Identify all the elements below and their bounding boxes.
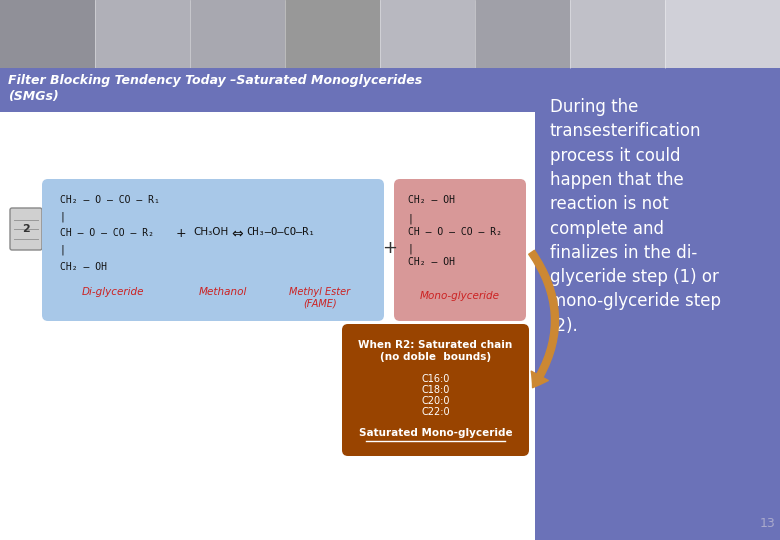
FancyBboxPatch shape (190, 0, 285, 68)
Text: C22:0: C22:0 (421, 407, 450, 417)
FancyBboxPatch shape (42, 179, 384, 321)
FancyBboxPatch shape (535, 68, 780, 540)
Text: Filter Blocking Tendency Today –Saturated Monoglycerides: Filter Blocking Tendency Today –Saturate… (8, 74, 422, 87)
Text: |: | (408, 213, 414, 224)
Text: Di-glyceride: Di-glyceride (82, 287, 144, 297)
Text: Mono-glyceride: Mono-glyceride (420, 291, 500, 301)
FancyArrowPatch shape (529, 251, 558, 388)
Text: During the
transesterification
process it could
happen that the
reaction is not
: During the transesterification process i… (550, 98, 721, 335)
Text: CH₃–O–CO–R₁: CH₃–O–CO–R₁ (246, 227, 315, 237)
Text: CH – O – CO – R₂: CH – O – CO – R₂ (408, 227, 502, 237)
Text: CH₂ – OH: CH₂ – OH (408, 257, 455, 267)
Text: Methyl Ester
(FAME): Methyl Ester (FAME) (289, 287, 350, 308)
Text: Saturated Mono-glyceride: Saturated Mono-glyceride (359, 428, 512, 438)
Text: +: + (176, 227, 186, 240)
Text: +: + (382, 239, 398, 257)
Text: C18:0: C18:0 (421, 385, 450, 395)
FancyBboxPatch shape (394, 179, 526, 321)
FancyBboxPatch shape (342, 324, 529, 456)
FancyBboxPatch shape (285, 0, 380, 68)
Text: |: | (408, 243, 414, 253)
FancyBboxPatch shape (570, 0, 665, 68)
FancyBboxPatch shape (665, 0, 780, 68)
FancyBboxPatch shape (380, 0, 475, 68)
Text: 13: 13 (759, 517, 775, 530)
FancyBboxPatch shape (0, 0, 95, 68)
FancyBboxPatch shape (475, 0, 570, 68)
Text: 2: 2 (22, 224, 30, 234)
Text: C20:0: C20:0 (421, 396, 450, 406)
Text: Methanol: Methanol (199, 287, 247, 297)
Text: CH₃OH: CH₃OH (193, 227, 229, 237)
Text: C16:0: C16:0 (421, 374, 450, 384)
FancyBboxPatch shape (0, 0, 780, 68)
Text: ⇔: ⇔ (231, 227, 243, 241)
Text: (SMGs): (SMGs) (8, 90, 58, 103)
FancyBboxPatch shape (95, 0, 190, 68)
FancyBboxPatch shape (10, 208, 42, 250)
FancyBboxPatch shape (0, 112, 535, 540)
Text: When R2: Saturated chain
(no doble  bounds): When R2: Saturated chain (no doble bound… (358, 340, 512, 362)
FancyBboxPatch shape (0, 68, 535, 112)
Text: CH₂ – OH: CH₂ – OH (408, 195, 455, 205)
Text: CH₂ – O – CO – R₁
|
CH – O – CO – R₂
|
CH₂ – OH: CH₂ – O – CO – R₁ | CH – O – CO – R₂ | C… (60, 195, 160, 272)
